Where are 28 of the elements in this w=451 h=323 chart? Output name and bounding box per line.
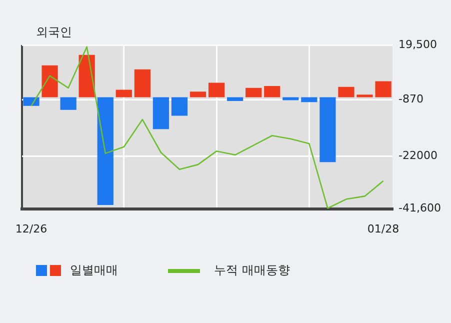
bar xyxy=(320,97,336,162)
bar xyxy=(190,92,206,98)
bar xyxy=(42,65,58,98)
y-tick-label: -870 xyxy=(398,92,424,106)
x-tick-label: 01/28 xyxy=(367,222,400,236)
x-tick-label: 12/26 xyxy=(15,222,48,236)
bar xyxy=(375,81,392,98)
bar xyxy=(208,82,225,98)
legend-label: 누적 매매동향 xyxy=(214,262,290,279)
bar xyxy=(356,94,373,98)
bar xyxy=(301,97,318,102)
bar xyxy=(264,86,280,98)
chart-title: 외국인 xyxy=(36,24,72,41)
legend-label: 일별매매 xyxy=(70,262,118,279)
y-tick-label: -41,600 xyxy=(398,202,442,215)
bar xyxy=(227,97,244,102)
bar xyxy=(116,90,132,98)
bar xyxy=(152,97,170,130)
bar xyxy=(171,97,188,116)
bar xyxy=(338,86,354,98)
bar xyxy=(246,88,262,98)
bar xyxy=(78,54,95,98)
bar xyxy=(23,97,40,106)
y-tick-label: 19,500 xyxy=(398,38,438,51)
y-tick-label: -22000 xyxy=(398,149,438,162)
bar xyxy=(97,97,114,206)
bar xyxy=(134,69,150,98)
bar xyxy=(60,97,76,110)
